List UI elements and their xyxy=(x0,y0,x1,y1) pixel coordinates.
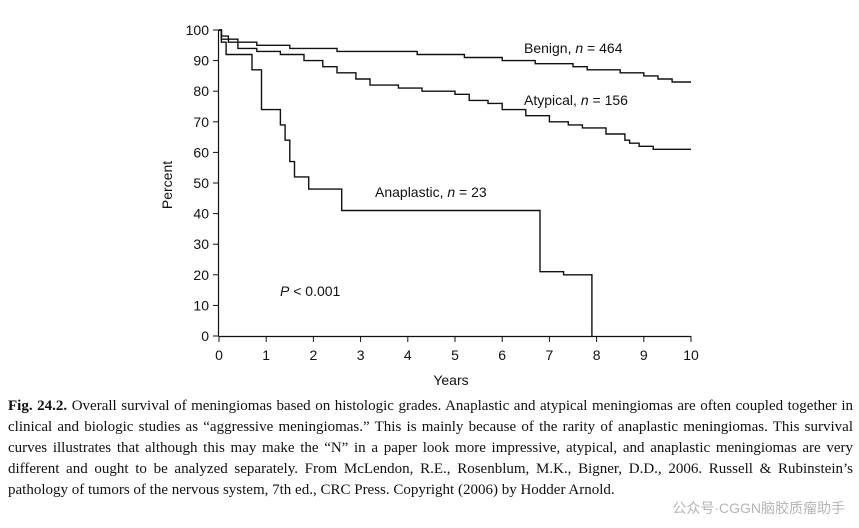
p-value-annotation: P < 0.001 xyxy=(280,283,341,299)
chart-axes: 0 10 20 30 40 50 60 70 80 90 100 0 1 2 3 4 5 6 7 8 9 10 xyxy=(186,22,699,363)
survival-curve-atypical xyxy=(219,29,691,150)
x-tick-label: 3 xyxy=(357,347,365,363)
y-tick-label: 80 xyxy=(193,83,209,99)
y-tick-label: 20 xyxy=(193,267,209,283)
y-tick-label: 50 xyxy=(193,175,209,191)
legend-label-atypical: Atypical, n = 156 xyxy=(524,92,628,108)
survival-curves xyxy=(219,29,691,336)
x-tick-label: 10 xyxy=(683,347,699,363)
y-tick-label: 90 xyxy=(193,53,209,69)
y-tick-label: 60 xyxy=(193,144,209,160)
y-axis-label: Percent xyxy=(159,161,175,209)
x-tick-label: 5 xyxy=(451,347,459,363)
legend-label-benign: Benign, n = 464 xyxy=(524,40,623,56)
x-tick-label: 6 xyxy=(498,347,506,363)
y-tick-label: 40 xyxy=(193,206,209,222)
y-tick-label: 10 xyxy=(193,297,209,313)
x-axis-label: Years xyxy=(433,372,468,388)
y-tick-label: 30 xyxy=(193,236,209,252)
x-tick-label: 0 xyxy=(215,347,223,363)
watermark: 公众号·CGGN脑胶质瘤助手 xyxy=(672,500,845,516)
y-tick-label: 100 xyxy=(186,22,210,38)
legend-label-anaplastic: Anaplastic, n = 23 xyxy=(375,184,487,200)
x-tick-label: 1 xyxy=(262,347,270,363)
y-tick-label: 70 xyxy=(193,114,209,130)
x-tick-label: 7 xyxy=(546,347,554,363)
survival-chart: 0 10 20 30 40 50 60 70 80 90 100 0 1 2 3 4 5 6 7 8 9 10 Years… xyxy=(159,22,699,388)
x-tick-label: 4 xyxy=(404,347,412,363)
x-tick-label: 2 xyxy=(310,347,318,363)
survival-curve-benign xyxy=(219,29,691,83)
caption-text: Overall survival of meningiomas based on… xyxy=(8,398,854,498)
y-tick-label: 0 xyxy=(201,328,209,344)
survival-curve-anaplastic xyxy=(219,29,593,336)
figure-caption: Fig. 24.2. Overall survival of meningiom… xyxy=(8,396,853,501)
caption-label: Fig. 24.2. xyxy=(8,398,68,414)
x-tick-label: 9 xyxy=(640,347,648,363)
x-tick-label: 8 xyxy=(593,347,601,363)
